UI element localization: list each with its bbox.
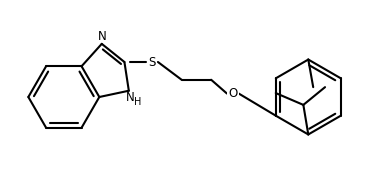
Text: N: N [98, 30, 107, 43]
Text: N: N [125, 91, 134, 104]
Text: S: S [148, 55, 156, 68]
Text: H: H [134, 97, 141, 107]
Text: O: O [228, 87, 238, 100]
